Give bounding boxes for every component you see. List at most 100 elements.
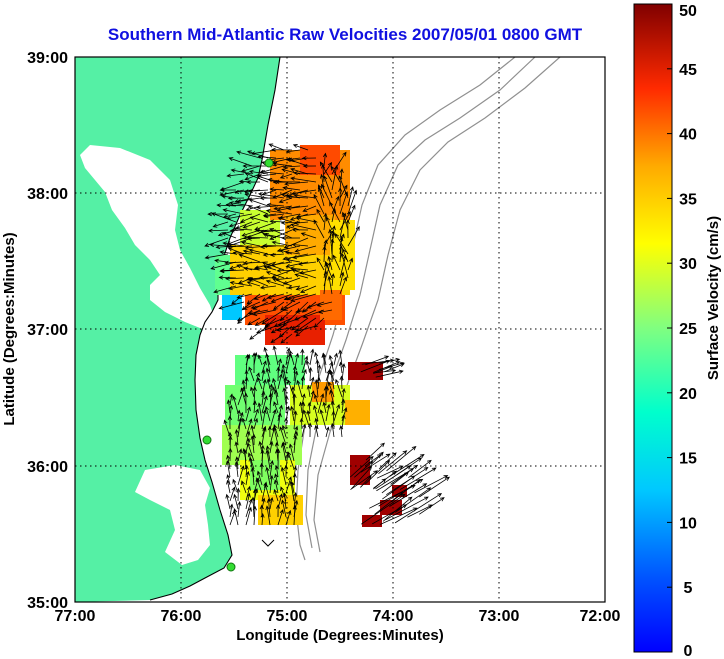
- velocity-arrow: [225, 202, 245, 207]
- velocity-arrow: [271, 269, 293, 278]
- velocity-arrow: [282, 387, 287, 406]
- velocity-arrow: [245, 353, 250, 374]
- velocity-arrow: [231, 293, 245, 305]
- velocity-arrow: [242, 221, 261, 229]
- velocity-arrow: [278, 197, 293, 204]
- colorbar-ticks: 0 5 10 15 20 25 30 35 40 45 50: [667, 3, 697, 659]
- velocity-arrow: [293, 170, 317, 176]
- velocity-arrow: [291, 317, 309, 331]
- velocity-arrow: [244, 172, 269, 183]
- velocity-arrow: [324, 260, 333, 279]
- velocity-arrow: [270, 333, 285, 344]
- velocity-arrow: [373, 478, 387, 490]
- lat-tick-label: 35:00: [27, 595, 68, 612]
- colorbar-tick-label: 10: [679, 515, 697, 532]
- velocity-arrow: [341, 413, 346, 430]
- velocity-arrow: [245, 406, 251, 422]
- velocity-arrow: [295, 285, 309, 291]
- lon-tick-label: 75:00: [267, 608, 308, 625]
- colorbar: 0 5 10 15 20 25 30 35 40 45 50 Surface Velocity (c…: [633, 3, 722, 659]
- velocity-arrow: [301, 355, 309, 374]
- velocity-arrow: [327, 255, 333, 271]
- velocity-arrow: [277, 373, 283, 390]
- velocity-arrow: [269, 474, 274, 494]
- velocity-arrow: [204, 237, 229, 247]
- velocity-arrow: [226, 173, 245, 178]
- velocity-arrow: [271, 240, 293, 247]
- velocity-arrow: [347, 226, 360, 247]
- velocity-arrow: [227, 196, 245, 201]
- velocity-arrow: [240, 213, 261, 223]
- velocity-arrow: [238, 253, 261, 263]
- velocity-arrow: [276, 268, 301, 273]
- velocity-arrow: [330, 422, 335, 438]
- velocity-arrow: [260, 170, 285, 175]
- velocity-arrow: [211, 212, 237, 223]
- velocity-arrow: [250, 301, 277, 310]
- velocity-arrow: [291, 227, 309, 232]
- velocity-arrow: [272, 301, 285, 310]
- velocity-arrow: [418, 497, 445, 515]
- velocity-arrow: [297, 261, 317, 266]
- velocity-arrow: [290, 176, 317, 183]
- velocity-arrow: [255, 477, 263, 494]
- velocity-arrow: [373, 368, 397, 374]
- velocity-arrow: [257, 154, 277, 159]
- velocity-arrow: [269, 459, 274, 478]
- velocity-arrow: [256, 470, 263, 486]
- velocity-arrow: [221, 194, 237, 199]
- velocity-arrow: [333, 352, 338, 366]
- velocity-arrow: [225, 460, 231, 478]
- velocity-arrow: [217, 229, 237, 237]
- velocity-arrow: [247, 317, 261, 326]
- velocity-arrow: [277, 508, 284, 526]
- velocity-arrow: [258, 440, 263, 454]
- velocity-arrow: [360, 453, 391, 473]
- velocity-arrow: [292, 472, 297, 486]
- velocity-arrow: [248, 198, 269, 207]
- velocity-arrow: [256, 205, 277, 210]
- velocity-arrow: [399, 467, 437, 490]
- colorbar-tick-label: 30: [679, 256, 697, 273]
- velocity-arrow: [282, 277, 301, 285]
- velocity-arrow: [215, 244, 237, 250]
- velocity-arrow: [300, 285, 317, 293]
- velocity-arrow: [246, 179, 261, 185]
- velocity-arrow: [229, 486, 236, 502]
- velocity-arrow: [291, 242, 309, 247]
- velocity-arrow: [289, 480, 295, 502]
- velocity-arrow: [385, 496, 429, 521]
- velocity-arrow: [273, 479, 279, 494]
- map-title: Southern Mid-Atlantic Raw Velocities 200…: [108, 25, 583, 44]
- velocity-arrow: [261, 309, 285, 325]
- velocity-arrow: [365, 442, 385, 461]
- velocity-arrow: [293, 370, 299, 390]
- velocity-arrow: [317, 186, 325, 207]
- velocity-arrow: [351, 470, 379, 489]
- velocity-arrow: [252, 400, 257, 414]
- station-marker: [202, 435, 212, 445]
- velocity-arrow: [270, 325, 285, 334]
- velocity-arrow: [275, 504, 281, 518]
- velocity-arrow: [300, 375, 306, 390]
- lon-tick-label: 73:00: [479, 608, 520, 625]
- velocity-arrow: [314, 424, 319, 438]
- velocity-arrow: [269, 187, 285, 192]
- colorbar-tick-label: 5: [684, 580, 693, 597]
- plot-frame: [74, 56, 606, 603]
- velocity-arrow: [391, 479, 421, 503]
- velocity-arrow: [361, 493, 406, 525]
- velocity-arrow: [229, 503, 234, 518]
- velocity-arrow: [257, 402, 263, 422]
- velocity-arrow: [260, 513, 265, 526]
- velocity-arrow: [288, 350, 295, 366]
- velocity-arrow: [236, 293, 253, 299]
- velocity-arrow: [252, 488, 258, 510]
- velocity-arrow: [382, 496, 413, 522]
- velocity-arrow: [282, 301, 301, 311]
- bathymetry-label-mark: [261, 539, 275, 547]
- velocity-arrow: [338, 361, 343, 374]
- lat-tick-label: 38:00: [27, 186, 68, 203]
- lat-tick-label: 36:00: [27, 459, 68, 476]
